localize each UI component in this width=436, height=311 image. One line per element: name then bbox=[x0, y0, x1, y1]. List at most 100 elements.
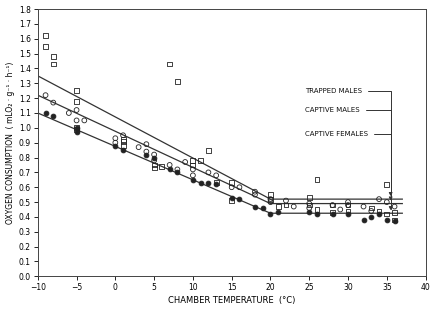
Point bbox=[259, 206, 266, 211]
Point bbox=[236, 185, 243, 190]
Point bbox=[143, 149, 150, 154]
Point bbox=[50, 100, 57, 105]
Point bbox=[150, 152, 157, 157]
Point bbox=[344, 208, 351, 213]
Point bbox=[189, 167, 196, 172]
Point bbox=[283, 202, 290, 207]
Point bbox=[166, 167, 173, 172]
Point bbox=[391, 217, 398, 222]
Point bbox=[112, 136, 119, 141]
Point bbox=[150, 158, 157, 163]
Point bbox=[329, 211, 336, 216]
Point bbox=[391, 204, 398, 209]
Point bbox=[267, 197, 274, 202]
Point bbox=[174, 167, 181, 172]
Point bbox=[166, 62, 173, 67]
Point bbox=[189, 177, 196, 182]
Point bbox=[313, 207, 320, 212]
Point bbox=[383, 211, 390, 216]
Point bbox=[344, 211, 351, 216]
Point bbox=[329, 202, 336, 207]
Point bbox=[267, 192, 274, 197]
Point bbox=[391, 210, 398, 215]
Point bbox=[166, 162, 173, 167]
Point bbox=[189, 173, 196, 178]
Point bbox=[337, 207, 344, 212]
Point bbox=[228, 195, 235, 200]
Point bbox=[119, 133, 126, 138]
Point bbox=[368, 208, 375, 213]
Point bbox=[391, 219, 398, 224]
Point bbox=[306, 210, 313, 215]
Point bbox=[375, 211, 382, 216]
Point bbox=[375, 208, 382, 213]
Point bbox=[73, 125, 80, 130]
Point bbox=[174, 170, 181, 175]
Point bbox=[306, 195, 313, 200]
Point bbox=[73, 130, 80, 135]
Point bbox=[197, 158, 204, 163]
Point bbox=[267, 211, 274, 216]
Point bbox=[50, 114, 57, 118]
Point bbox=[143, 152, 150, 157]
Point bbox=[344, 200, 351, 205]
Point bbox=[112, 143, 119, 148]
Point bbox=[42, 33, 49, 38]
Point bbox=[344, 202, 351, 207]
Point bbox=[383, 182, 390, 187]
Point bbox=[73, 125, 80, 130]
X-axis label: CHAMBER TEMPERATURE  (°C): CHAMBER TEMPERATURE (°C) bbox=[168, 296, 295, 305]
Point bbox=[329, 210, 336, 215]
Point bbox=[290, 204, 297, 209]
Point bbox=[313, 211, 320, 216]
Text: CAPTIVE MALES: CAPTIVE MALES bbox=[305, 107, 392, 200]
Text: TRAPPED MALES: TRAPPED MALES bbox=[305, 88, 392, 195]
Point bbox=[368, 206, 375, 211]
Point bbox=[236, 197, 243, 202]
Point bbox=[143, 142, 150, 147]
Point bbox=[174, 79, 181, 84]
Point bbox=[344, 202, 351, 207]
Point bbox=[73, 108, 80, 113]
Point bbox=[135, 145, 142, 150]
Point bbox=[375, 197, 382, 202]
Point bbox=[267, 200, 274, 205]
Point bbox=[119, 143, 126, 148]
Point bbox=[252, 189, 259, 194]
Point bbox=[383, 200, 390, 205]
Point bbox=[228, 180, 235, 185]
Point bbox=[73, 99, 80, 104]
Point bbox=[360, 204, 367, 209]
Point bbox=[205, 180, 212, 185]
Point bbox=[119, 137, 126, 142]
Y-axis label: OXYGEN CONSUMPTION  ( mLO₂ · g⁻¹ · h⁻¹): OXYGEN CONSUMPTION ( mLO₂ · g⁻¹ · h⁻¹) bbox=[6, 62, 14, 224]
Point bbox=[150, 155, 157, 160]
Point bbox=[228, 198, 235, 203]
Point bbox=[205, 170, 212, 175]
Point bbox=[73, 127, 80, 132]
Point bbox=[65, 110, 72, 115]
Point bbox=[306, 201, 313, 206]
Point bbox=[197, 180, 204, 185]
Point bbox=[42, 93, 49, 98]
Point bbox=[73, 88, 80, 93]
Text: CAPTIVE FEMALES: CAPTIVE FEMALES bbox=[305, 131, 392, 209]
Point bbox=[81, 118, 88, 123]
Point bbox=[228, 185, 235, 190]
Point bbox=[306, 206, 313, 211]
Point bbox=[158, 164, 165, 169]
Point bbox=[50, 62, 57, 67]
Point bbox=[252, 192, 259, 197]
Point bbox=[213, 182, 220, 187]
Point bbox=[306, 202, 313, 207]
Point bbox=[50, 54, 57, 59]
Point bbox=[119, 148, 126, 153]
Point bbox=[383, 217, 390, 222]
Point bbox=[213, 180, 220, 185]
Point bbox=[73, 118, 80, 123]
Point bbox=[360, 217, 367, 222]
Point bbox=[275, 204, 282, 209]
Point bbox=[150, 162, 157, 167]
Point bbox=[112, 140, 119, 145]
Point bbox=[150, 165, 157, 170]
